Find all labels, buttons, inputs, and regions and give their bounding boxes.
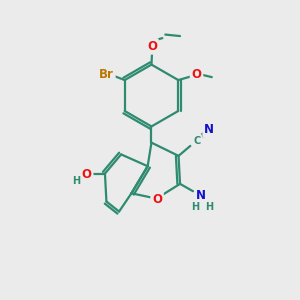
Text: H: H [206, 202, 214, 212]
Text: Br: Br [99, 68, 114, 81]
Text: O: O [82, 168, 92, 181]
Text: N: N [204, 123, 214, 136]
Text: N: N [196, 189, 206, 202]
Text: O: O [152, 193, 162, 206]
Text: C: C [193, 136, 200, 146]
Text: O: O [191, 68, 202, 81]
Text: H: H [191, 202, 200, 212]
Text: O: O [147, 40, 157, 53]
Text: H: H [72, 176, 80, 186]
